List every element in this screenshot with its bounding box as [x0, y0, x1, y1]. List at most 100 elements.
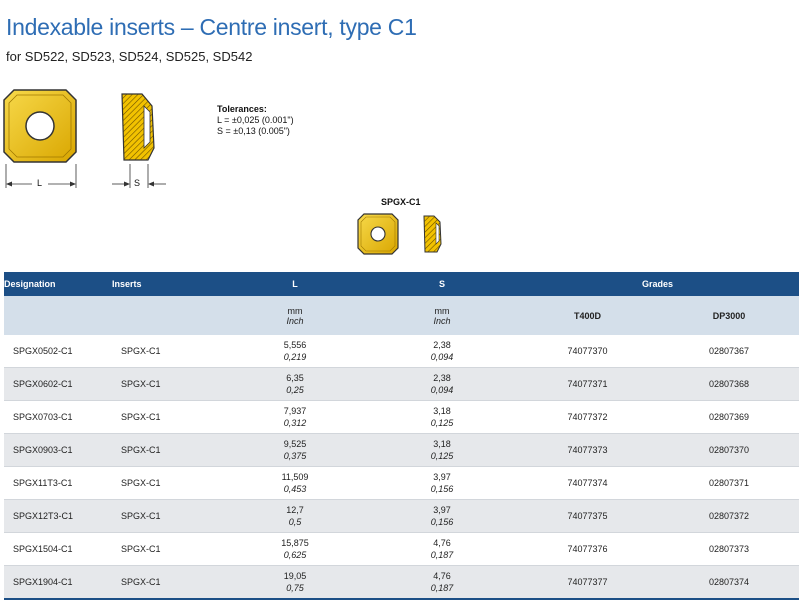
cell-grade-dp3000: 02807367	[659, 335, 799, 368]
cell-s: 4,76 0,187	[368, 532, 516, 566]
insert-name-label: SPGX-C1	[381, 197, 421, 207]
cell-insert: SPGX-C1	[112, 367, 222, 401]
tolerances: Tolerances: L = ±0,025 (0.001") S = ±0,1…	[217, 104, 294, 137]
dimension-l-label: L	[37, 178, 43, 188]
cell-l-inch: 0,5	[288, 517, 302, 527]
cell-s-mm: 4,76	[433, 571, 451, 581]
insert-table: Designation Inserts L S Grades mm Inch m…	[4, 272, 799, 600]
cell-grade-dp3000: 02807374	[659, 565, 799, 600]
cell-l-inch: 0,453	[283, 484, 307, 494]
table-body: SPGX0502-C1 SPGX-C1 5,556 0,219 2,38 0,094 740…	[4, 335, 799, 600]
cell-s-mm: 3,97	[433, 472, 451, 482]
cell-l-mm: 7,937	[283, 406, 307, 416]
col-l: L	[222, 272, 368, 296]
table-row: SPGX0502-C1 SPGX-C1 5,556 0,219 2,38 0,094 740…	[4, 335, 799, 368]
insert-side-view-diagram	[112, 93, 166, 188]
tolerances-heading: Tolerances:	[217, 104, 267, 114]
cell-s: 3,97 0,156	[368, 499, 516, 533]
insert-small-top-view	[357, 213, 399, 255]
cell-s-inch: 0,156	[430, 484, 454, 494]
subheader-s-units: mm Inch	[368, 296, 516, 335]
subheader-empty	[112, 296, 222, 335]
cell-l: 12,7 0,5	[222, 499, 368, 533]
subheader-empty	[4, 296, 112, 335]
cell-grade-t400d: 74077371	[516, 367, 659, 401]
cell-s-mm: 3,97	[433, 505, 451, 515]
unit-mm: mm	[434, 305, 450, 316]
subheader-l-units: mm Inch	[222, 296, 368, 335]
col-s: S	[368, 272, 516, 296]
grade-dp3000: DP3000	[659, 296, 799, 335]
cell-l: 7,937 0,312	[222, 400, 368, 434]
insert-top-view-diagram	[3, 89, 77, 188]
cell-grade-dp3000: 02807368	[659, 367, 799, 401]
cell-designation: SPGX12T3-C1	[4, 499, 112, 533]
cell-grade-t400d: 74077375	[516, 499, 659, 533]
col-grades: Grades	[516, 272, 799, 296]
insert-small-side-view	[423, 215, 442, 253]
cell-l: 9,525 0,375	[222, 433, 368, 467]
table-row: SPGX0703-C1 SPGX-C1 7,937 0,312 3,18 0,125 740…	[4, 400, 799, 434]
table-row: SPGX1904-C1 SPGX-C1 19,05 0,75 4,76 0,187 7407…	[4, 565, 799, 600]
cell-grade-t400d: 74077370	[516, 335, 659, 368]
cell-s-inch: 0,187	[430, 583, 454, 593]
cell-designation: SPGX1904-C1	[4, 565, 112, 600]
cell-l-mm: 5,556	[283, 340, 307, 350]
cell-s: 2,38 0,094	[368, 335, 516, 368]
cell-s-inch: 0,187	[430, 550, 454, 560]
cell-grade-dp3000: 02807373	[659, 532, 799, 566]
cell-l-mm: 11,509	[281, 472, 309, 482]
table-row: SPGX11T3-C1 SPGX-C1 11,509 0,453 3,97 0,156 74…	[4, 466, 799, 500]
cell-s-mm: 2,38	[433, 373, 451, 383]
cell-s-mm: 3,18	[433, 439, 451, 449]
cell-l: 5,556 0,219	[222, 335, 368, 368]
table-row: SPGX1504-C1 SPGX-C1 15,875 0,625 4,76 0,187 74…	[4, 532, 799, 566]
cell-l-mm: 19,05	[283, 571, 307, 581]
cell-designation: SPGX0602-C1	[4, 367, 112, 401]
col-designation: Designation	[4, 272, 112, 296]
cell-designation: SPGX0502-C1	[4, 335, 112, 368]
cell-insert: SPGX-C1	[112, 532, 222, 566]
table-row: SPGX0903-C1 SPGX-C1 9,525 0,375 3,18 0,125 740…	[4, 433, 799, 467]
cell-grade-t400d: 74077374	[516, 466, 659, 500]
cell-insert: SPGX-C1	[112, 499, 222, 533]
cell-l-inch: 0,25	[286, 385, 304, 395]
cell-l-inch: 0,75	[286, 583, 304, 593]
cell-insert: SPGX-C1	[112, 565, 222, 600]
unit-inch: Inch	[433, 315, 451, 326]
cell-s-inch: 0,094	[430, 352, 454, 362]
cell-l-mm: 12,7	[286, 505, 304, 515]
cell-grade-t400d: 74077377	[516, 565, 659, 600]
cell-s-inch: 0,094	[430, 385, 454, 395]
cell-s-inch: 0,156	[430, 517, 454, 527]
cell-s-mm: 4,76	[433, 538, 451, 548]
grade-t400d: T400D	[516, 296, 659, 335]
cell-s-inch: 0,125	[430, 451, 454, 461]
cell-s-mm: 3,18	[433, 406, 451, 416]
unit-mm: mm	[287, 305, 303, 316]
cell-grade-dp3000: 02807371	[659, 466, 799, 500]
cell-l-inch: 0,625	[283, 550, 307, 560]
cell-grade-dp3000: 02807370	[659, 433, 799, 467]
cell-l: 6,35 0,25	[222, 367, 368, 401]
cell-grade-t400d: 74077372	[516, 400, 659, 434]
cell-s-inch: 0,125	[430, 418, 454, 428]
col-inserts: Inserts	[112, 272, 222, 296]
cell-l: 19,05 0,75	[222, 565, 368, 600]
dimension-s-label: S	[134, 178, 141, 188]
cell-designation: SPGX1504-C1	[4, 532, 112, 566]
page-subtitle: for SD522, SD523, SD524, SD525, SD542	[6, 49, 253, 64]
cell-l-inch: 0,312	[283, 418, 307, 428]
cell-l-mm: 9,525	[283, 439, 307, 449]
cell-l: 15,875 0,625	[222, 532, 368, 566]
cell-l-inch: 0,375	[283, 451, 307, 461]
cell-s: 3,97 0,156	[368, 466, 516, 500]
cell-s: 4,76 0,187	[368, 565, 516, 600]
cell-l: 11,509 0,453	[222, 466, 368, 500]
cell-grade-dp3000: 02807369	[659, 400, 799, 434]
cell-s: 2,38 0,094	[368, 367, 516, 401]
cell-l-mm: 15,875	[281, 538, 309, 548]
cell-insert: SPGX-C1	[112, 335, 222, 368]
cell-s: 3,18 0,125	[368, 400, 516, 434]
cell-designation: SPGX11T3-C1	[4, 466, 112, 500]
